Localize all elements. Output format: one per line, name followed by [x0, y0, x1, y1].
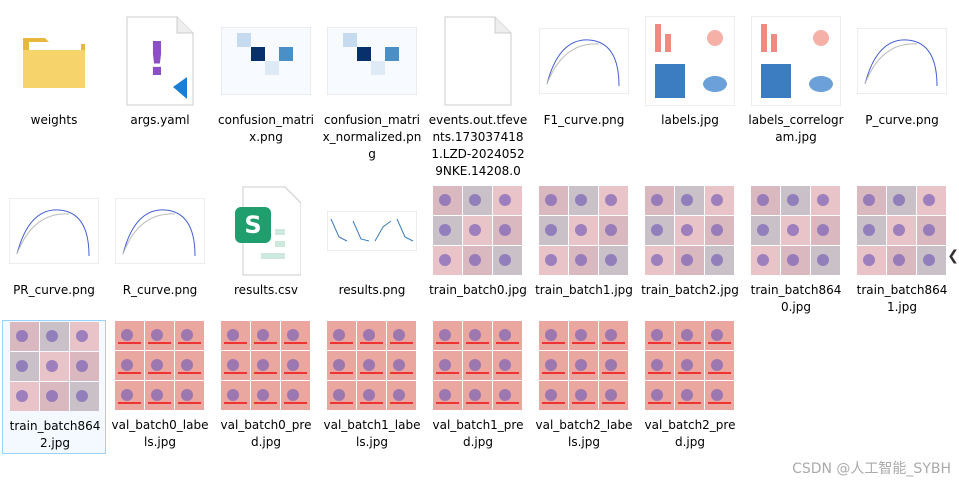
file-icon [644, 320, 736, 412]
file-item[interactable]: labels_correlogram.jpg [744, 15, 848, 149]
file-name: val_batch2_labels.jpg [535, 418, 633, 449]
watermark: CSDN @人工智能_SYBH [792, 461, 951, 477]
file-icon [750, 185, 842, 277]
file-name: labels.jpg [661, 113, 719, 127]
file-item[interactable]: ! args.yaml [108, 15, 212, 149]
file-name: train_batch8641.jpg [856, 283, 948, 314]
file-item[interactable]: train_batch2.jpg [638, 185, 742, 319]
file-item[interactable]: weights [2, 15, 106, 149]
file-item[interactable]: train_batch8642.jpg [2, 320, 106, 454]
file-item[interactable]: confusion_matrix_normalized.png [320, 15, 424, 161]
svg-text:S: S [244, 211, 261, 239]
file-name: results.png [338, 283, 406, 297]
file-icon [856, 15, 948, 107]
file-item[interactable]: P_curve.png [850, 15, 954, 149]
file-icon [220, 320, 312, 412]
file-icon: ! [114, 15, 206, 107]
file-item[interactable]: confusion_matrix.png [214, 15, 318, 149]
file-icon [220, 15, 312, 107]
file-name: weights [30, 113, 78, 127]
file-item[interactable]: val_batch2_pred.jpg [638, 320, 742, 454]
file-name: labels_correlogram.jpg [748, 113, 844, 144]
file-item[interactable]: val_batch0_labels.jpg [108, 320, 212, 454]
file-icon [114, 320, 206, 412]
file-name: PR_curve.png [13, 283, 95, 297]
file-name: P_curve.png [865, 113, 939, 127]
file-icon [432, 185, 524, 277]
svg-text:!: ! [147, 32, 168, 86]
file-name: val_batch2_pred.jpg [644, 418, 736, 449]
file-name: F1_curve.png [543, 113, 625, 127]
file-item[interactable]: R_curve.png [108, 185, 212, 319]
file-item[interactable]: train_batch8640.jpg [744, 185, 848, 319]
file-item[interactable]: results.png [320, 185, 424, 319]
file-name: train_batch0.jpg [429, 283, 527, 297]
file-name: val_batch1_labels.jpg [323, 418, 421, 449]
file-item[interactable]: val_batch1_pred.jpg [426, 320, 530, 454]
file-item[interactable]: events.out.tfevents.1730374181.LZD-20240… [426, 15, 530, 178]
file-icon [326, 320, 418, 412]
file-name: R_curve.png [122, 283, 198, 297]
file-icon [538, 15, 630, 107]
file-icon: S [220, 185, 312, 277]
file-icon [644, 185, 736, 277]
file-icon [644, 15, 736, 107]
file-name: events.out.tfevents.1730374181.LZD-20240… [428, 113, 528, 178]
file-icon [326, 15, 418, 107]
file-icon [114, 185, 206, 277]
file-item[interactable]: val_batch0_pred.jpg [214, 320, 318, 454]
file-name: val_batch0_pred.jpg [220, 418, 312, 449]
scroll-arrow[interactable]: ❮ [947, 248, 959, 264]
file-name: results.csv [234, 283, 298, 297]
file-name: train_batch8640.jpg [750, 283, 842, 314]
file-item[interactable]: train_batch0.jpg [426, 185, 530, 319]
file-name: train_batch8642.jpg [9, 419, 101, 450]
file-icon [750, 15, 842, 107]
file-name: val_batch1_pred.jpg [432, 418, 524, 449]
file-icon [432, 320, 524, 412]
file-icon [538, 320, 630, 412]
file-name: confusion_matrix.png [218, 113, 314, 144]
file-name: train_batch1.jpg [535, 283, 633, 297]
file-icon [8, 185, 100, 277]
file-item[interactable]: val_batch1_labels.jpg [320, 320, 424, 454]
file-name: args.yaml [130, 113, 190, 127]
file-name: val_batch0_labels.jpg [111, 418, 209, 449]
file-name: train_batch2.jpg [641, 283, 739, 297]
file-icon [538, 185, 630, 277]
file-name: confusion_matrix_normalized.png [322, 113, 422, 161]
file-item[interactable]: train_batch1.jpg [532, 185, 636, 319]
file-item[interactable]: labels.jpg [638, 15, 742, 149]
file-item[interactable]: val_batch2_labels.jpg [532, 320, 636, 454]
file-icon [326, 185, 418, 277]
file-icon [432, 15, 524, 107]
file-item[interactable]: train_batch8641.jpg [850, 185, 954, 319]
file-item[interactable]: F1_curve.png [532, 15, 636, 149]
file-icon [8, 15, 100, 107]
file-icon [9, 321, 101, 413]
file-icon [856, 185, 948, 277]
file-item[interactable]: PR_curve.png [2, 185, 106, 319]
